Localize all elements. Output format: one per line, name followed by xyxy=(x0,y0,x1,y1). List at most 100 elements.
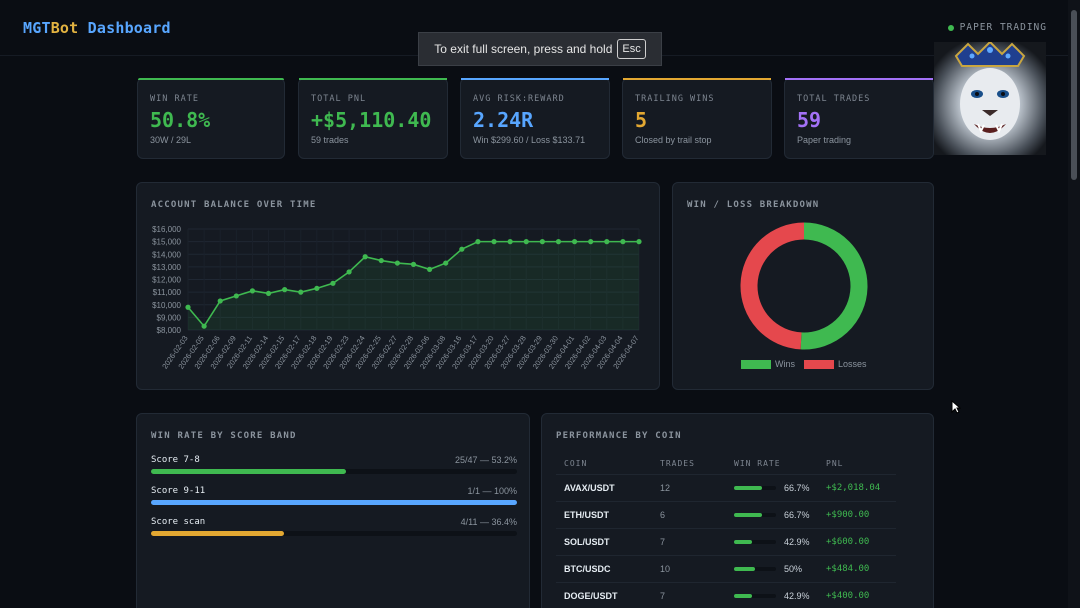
data-point xyxy=(201,323,207,329)
y-tick-label: $12,000 xyxy=(152,276,181,285)
win-rate-bar-fill xyxy=(734,513,762,518)
score-band-row: Score 9-11 1/1 — 100% xyxy=(151,486,517,514)
stat-subtext: Closed by trail stop xyxy=(635,135,712,145)
score-band-panel: WIN RATE BY SCORE BAND Score 7-8 25/47 —… xyxy=(136,413,530,608)
coin-symbol: SOL/USDT xyxy=(556,527,652,555)
legend-label: Losses xyxy=(838,359,867,369)
data-point xyxy=(394,260,400,266)
data-point xyxy=(475,239,481,245)
lion-avatar xyxy=(934,42,1046,155)
table-row[interactable]: AVAX/USDT 12 66.7% +$2,018.04 xyxy=(556,473,896,501)
panel-title: WIN / LOSS BREAKDOWN xyxy=(687,200,820,210)
y-tick-label: $13,000 xyxy=(152,263,181,272)
legend-wins[interactable]: Wins xyxy=(741,359,795,369)
stat-label: TOTAL PNL xyxy=(311,94,367,104)
legend-losses[interactable]: Losses xyxy=(804,359,867,369)
coin-win-rate: 66.7% xyxy=(726,473,818,501)
page-scrollbar[interactable] xyxy=(1068,0,1080,608)
data-point xyxy=(523,239,529,245)
score-band-fill xyxy=(151,500,517,505)
stat-subtext: Win $299.60 / Loss $133.71 xyxy=(473,135,586,145)
stat-card-total-trades: TOTAL TRADES 59 Paper trading xyxy=(784,78,934,159)
donut-segment-losses[interactable] xyxy=(740,222,805,350)
stat-card-accent xyxy=(623,78,771,80)
data-point xyxy=(620,239,626,245)
coin-win-rate-value: 50% xyxy=(784,563,803,574)
column-header-win-rate[interactable]: WIN RATE xyxy=(734,459,781,469)
coin-pnl: +$600.00 xyxy=(818,527,896,555)
score-band-stat: 25/47 — 53.2% xyxy=(454,455,517,465)
win-loss-panel: WIN / LOSS BREAKDOWN Wins Losses xyxy=(672,182,934,390)
table-row[interactable]: DOGE/USDT 7 42.9% +$400.00 xyxy=(556,581,896,608)
data-point xyxy=(233,293,239,299)
win-rate-bar xyxy=(734,540,776,545)
coin-pnl: +$2,018.04 xyxy=(818,473,896,501)
coin-win-rate-value: 66.7% xyxy=(784,509,810,520)
stat-label: TOTAL TRADES xyxy=(797,94,871,104)
score-band-name: Score scan xyxy=(151,517,206,527)
score-band-track xyxy=(151,500,517,505)
table-row[interactable]: ETH/USDT 6 66.7% +$900.00 xyxy=(556,500,896,528)
coin-pnl: +$400.00 xyxy=(818,581,896,608)
data-point xyxy=(491,239,497,245)
stat-value: +$5,110.40 xyxy=(311,108,432,132)
data-point xyxy=(571,239,578,245)
mouse-cursor-icon xyxy=(951,400,961,414)
stat-subtext: Paper trading xyxy=(797,135,852,145)
coin-performance-table: COIN TRADES WIN RATE PNL AVAX/USDT 12 66… xyxy=(556,454,896,608)
stat-value: 50.8% xyxy=(150,108,211,132)
coin-symbol: ETH/USDT xyxy=(556,500,652,528)
coin-win-rate-value: 66.7% xyxy=(784,482,810,493)
coin-trades: 10 xyxy=(652,554,726,582)
win-rate-bar-fill xyxy=(734,540,753,545)
coin-win-rate-value: 42.9% xyxy=(784,590,810,601)
brand-part-mgt: MGT xyxy=(23,19,51,37)
data-point xyxy=(249,288,256,294)
data-point xyxy=(539,239,545,245)
stat-card-avg-risk-reward: AVG RISK:REWARD 2.24R Win $299.60 / Loss… xyxy=(460,78,610,159)
donut-segment-wins[interactable] xyxy=(800,222,868,350)
stat-subtext: 30W / 29L xyxy=(150,135,192,145)
coin-win-rate: 42.9% xyxy=(726,581,818,608)
coin-win-rate: 66.7% xyxy=(726,500,818,528)
score-band-name: Score 7-8 xyxy=(151,455,200,465)
stat-card-accent xyxy=(461,78,609,80)
area-fill xyxy=(188,241,639,330)
win-rate-bar-fill xyxy=(734,567,755,572)
stat-card-total-pnl: TOTAL PNL +$5,110.40 59 trades xyxy=(298,78,448,159)
coin-win-rate: 50% xyxy=(726,554,818,582)
column-header-coin[interactable]: COIN xyxy=(564,459,588,469)
column-header-trades[interactable]: TRADES xyxy=(660,459,695,469)
status-dot-icon xyxy=(947,24,954,31)
brand-part-dashboard: Dashboard xyxy=(87,19,171,37)
column-header-pnl[interactable]: PNL xyxy=(826,459,844,469)
score-band-fill xyxy=(151,469,346,474)
panel-title: PERFORMANCE BY COIN xyxy=(556,431,682,441)
stat-subtext: 59 trades xyxy=(311,135,349,145)
stat-value: 5 xyxy=(635,108,648,132)
table-row[interactable]: BTC/USDC 10 50% +$484.00 xyxy=(556,554,896,582)
score-band-track xyxy=(151,531,517,536)
coin-pnl: +$484.00 xyxy=(818,554,896,582)
stat-card-accent xyxy=(138,78,284,80)
score-band-stat: 1/1 — 100% xyxy=(467,486,517,496)
table-row[interactable]: SOL/USDT 7 42.9% +$600.00 xyxy=(556,527,896,555)
coin-symbol: AVAX/USDT xyxy=(556,473,652,501)
stat-card-trailing-wins: TRAILING WINS 5 Closed by trail stop xyxy=(622,78,772,159)
data-point xyxy=(410,261,417,267)
data-point xyxy=(265,290,272,296)
legend-swatch-losses xyxy=(804,359,834,369)
data-point xyxy=(217,298,223,304)
data-point xyxy=(636,239,642,245)
brand-title: MGTBot Dashboard xyxy=(23,19,171,37)
score-band-track xyxy=(151,469,517,474)
scrollbar-thumb[interactable] xyxy=(1071,10,1077,180)
panel-title: ACCOUNT BALANCE OVER TIME xyxy=(151,200,317,210)
y-tick-label: $11,000 xyxy=(153,288,182,297)
coin-pnl: +$900.00 xyxy=(818,500,896,528)
data-point xyxy=(588,239,594,245)
stat-label: WIN RATE xyxy=(150,94,199,104)
coin-trades: 7 xyxy=(652,527,726,555)
stat-value: 59 xyxy=(797,108,822,132)
legend-label: Wins xyxy=(775,359,795,369)
